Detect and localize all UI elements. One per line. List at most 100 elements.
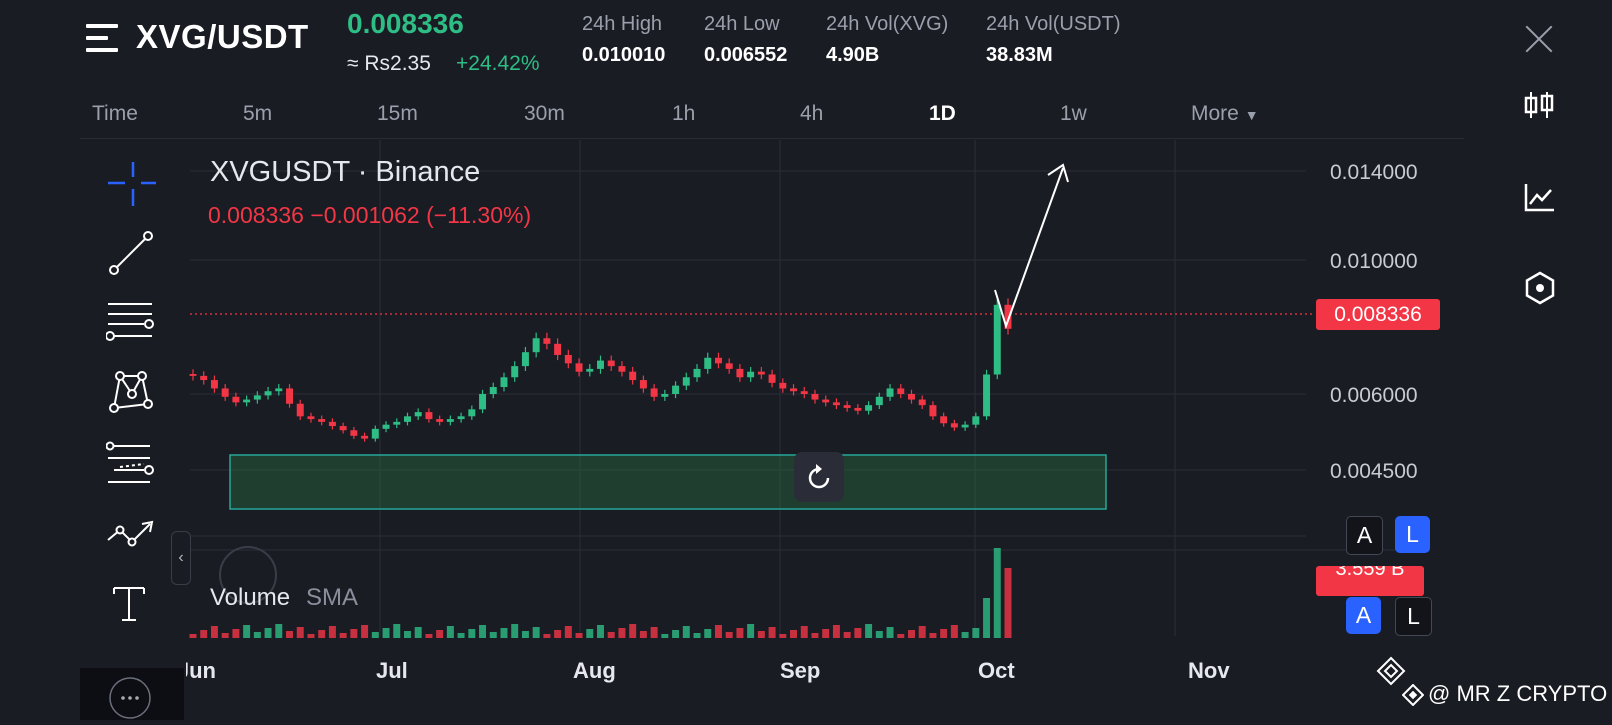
pair-title[interactable]: XVG/USDT [136,18,309,55]
candle-body [972,416,980,425]
volume-bar [661,634,669,638]
volume-bar [253,632,261,638]
pattern-tool-icon[interactable] [106,368,160,418]
candle-body [446,419,454,422]
volume-bar [382,628,390,638]
volume-label: Volume [210,584,291,611]
watermark-text: @ MR Z CRYPTO [1428,681,1608,706]
candle-body [350,430,358,436]
candle-body [597,360,604,369]
candle-body [843,405,851,408]
binance-logo-graphic [1376,656,1406,686]
candle-body [393,421,401,425]
candle-body [436,419,444,422]
tf-15m[interactable]: 15m [377,102,418,125]
settings-hex-icon[interactable] [1520,268,1560,308]
volume-value-text: 3.559 B [1335,566,1405,580]
tf-1h[interactable]: 1h [672,102,696,125]
candle-body [865,405,873,411]
volume-bar [564,626,572,638]
candle-body [264,391,272,396]
stat-value-vol-xvg: 4.90B [826,44,880,66]
path-tool-icon[interactable] [106,512,160,562]
candle-body [790,388,798,392]
trendline-tool-icon[interactable] [106,228,160,278]
candle-body [275,388,283,392]
candle-body [672,385,680,394]
projection-arrow-line [994,167,1064,330]
projection-arrow-head [1047,163,1069,183]
volume-bar [339,633,347,638]
collapse-toolbar-button[interactable]: ‹ [171,531,191,585]
x-tick-label: Oct [978,658,1015,683]
candlestick-icon[interactable] [1520,86,1560,126]
more-tools-button[interactable] [80,668,184,720]
chart-symbol-title: XVGUSDT · Binance [210,156,481,188]
volume-bar [511,624,519,638]
candle-body [468,409,476,417]
candle-body [232,396,240,403]
indicators-icon-graphic [1524,184,1554,212]
volume-bar [328,626,336,638]
volume-bar [908,630,915,638]
binance-logo-icon [1376,656,1406,691]
candle-body [983,374,991,417]
candle-body [318,419,326,422]
volume-bar [843,632,851,638]
candle-body [993,304,1001,375]
volume-bar [832,625,840,638]
volume-bar [972,628,980,638]
reset-chart-button[interactable] [794,452,844,502]
fib-tool-icon[interactable] [105,296,160,346]
volume-bar [200,630,208,638]
candle-body [564,354,572,364]
tf-1d[interactable]: 1D [929,102,956,125]
candle-body [414,412,422,417]
volume-bar [639,631,647,638]
candle-body [940,416,948,424]
log-scale-button[interactable]: L [1395,516,1430,553]
candle-body [950,423,958,428]
tf-1w[interactable]: 1w [1060,102,1087,125]
candlestick-icon-graphic [1524,92,1554,118]
volume-sma-label: SMA [306,584,359,611]
auto-scale-button[interactable]: A [1346,516,1383,555]
candle-body [875,396,883,406]
x-tick-label: Jun [186,658,216,690]
volume-bar [586,629,594,638]
text-tool-icon[interactable] [106,584,160,634]
tf-time[interactable]: Time [92,102,138,125]
volume-bar [350,629,358,638]
volume-bar [521,631,529,638]
candle-body [725,363,733,369]
volume-bar [747,624,755,638]
menu-icon[interactable] [86,24,118,52]
candle-body [747,371,755,378]
candle-body [189,374,197,376]
volume-bar [736,628,744,638]
candle-body [768,374,776,383]
volume-bar [650,627,658,638]
volume-bar [1004,568,1012,638]
crosshair-tool-icon[interactable] [106,160,160,210]
volume-bar [468,629,476,638]
volume-auto-scale-button[interactable]: A [1346,597,1381,634]
candle-body [296,403,304,417]
volume-log-scale-button[interactable]: L [1395,597,1432,636]
candle-body [286,388,293,404]
close-icon[interactable] [1524,24,1554,54]
forecast-tool-icon[interactable] [105,440,160,490]
tf-4h[interactable]: 4h [800,102,824,125]
candle-body [618,366,626,372]
volume-bar [221,633,229,638]
candle-body [210,380,218,389]
support-zone-rectangle [229,454,1107,510]
settings-hex-icon-graphic [1525,271,1555,305]
tf-30m[interactable]: 30m [524,102,565,125]
indicators-icon[interactable] [1520,178,1560,218]
volume-bar [371,632,379,638]
tf-more[interactable]: More ▼ [1191,102,1259,126]
tf-5m[interactable]: 5m [243,102,273,125]
change-percent: +24.42% [456,52,540,75]
